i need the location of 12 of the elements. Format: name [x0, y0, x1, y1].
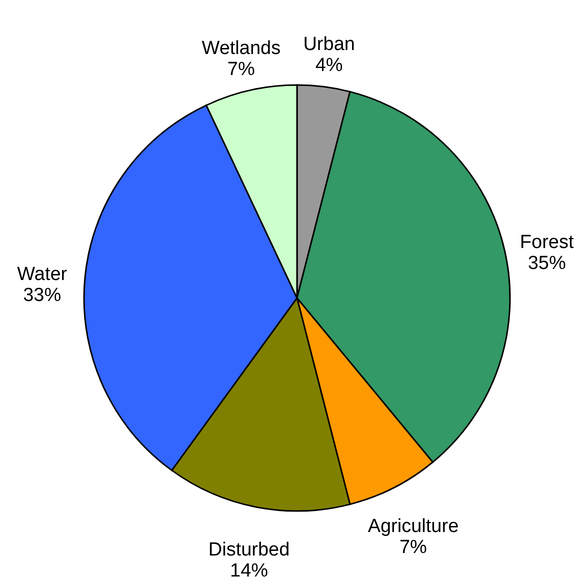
slice-label: Agriculture [368, 516, 459, 538]
slice-label: Forest [520, 232, 574, 254]
slice-label: Water [17, 264, 68, 285]
data-label: 7% [227, 59, 255, 80]
data-label: 35% [528, 253, 566, 274]
slice-label: Disturbed [208, 539, 290, 560]
data-label: 7% [399, 537, 428, 558]
slice-label: Wetlands [202, 38, 281, 60]
data-label: 14% [230, 560, 268, 578]
slice-label: Urban [303, 34, 355, 56]
data-label: 33% [23, 284, 62, 306]
data-label: 4% [315, 55, 343, 76]
